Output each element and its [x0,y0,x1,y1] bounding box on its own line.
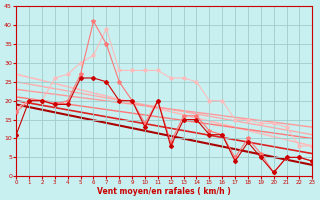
X-axis label: Vent moyen/en rafales ( km/h ): Vent moyen/en rafales ( km/h ) [97,187,231,196]
